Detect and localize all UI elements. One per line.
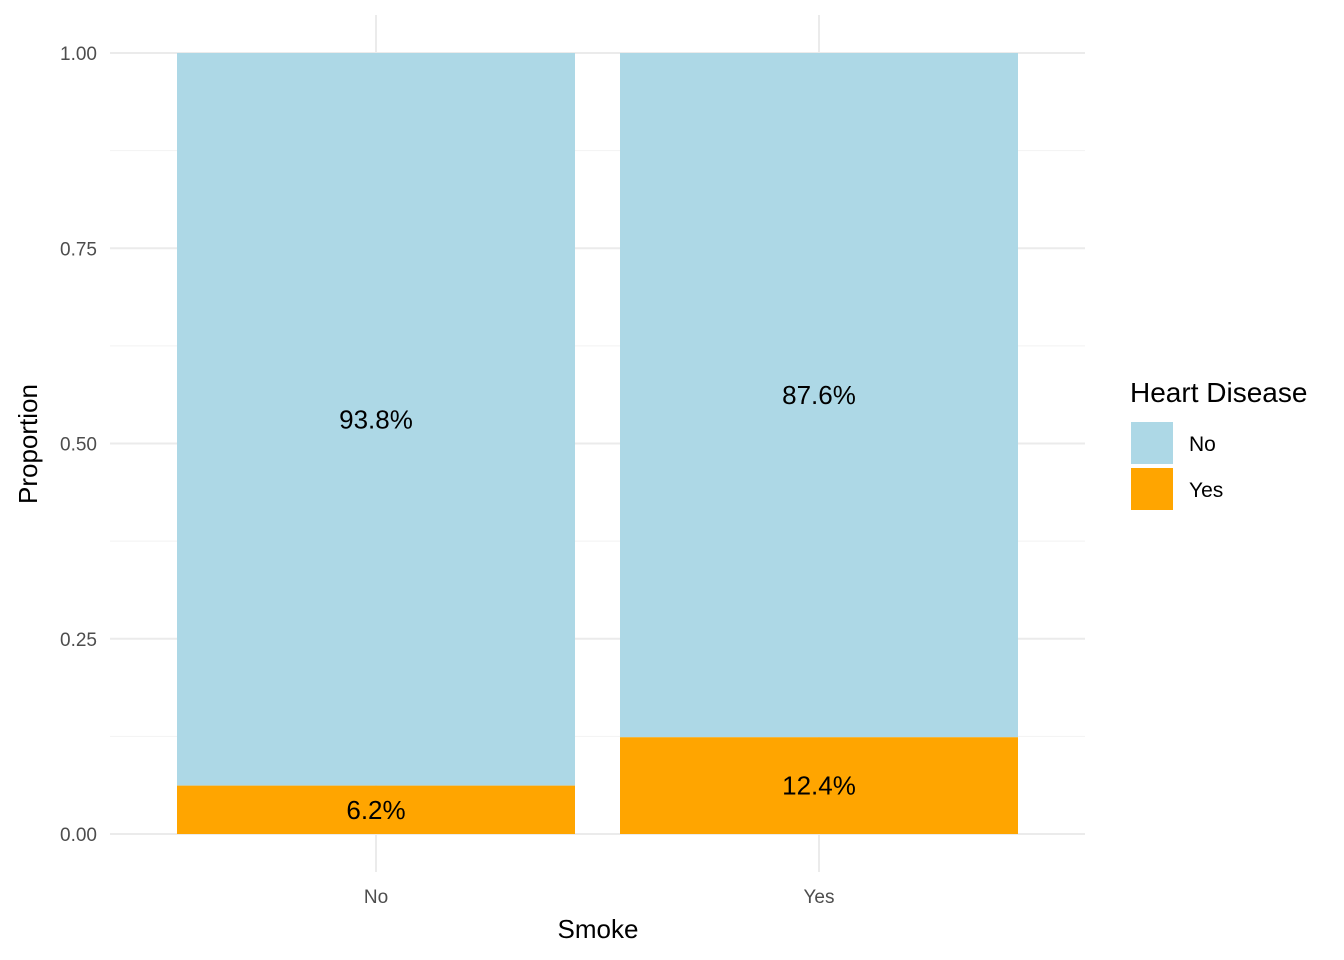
y-tick-label: 0.25 [60,630,97,651]
bar-labels: 6.2% 93.8% 12.4% 87.6% [339,380,856,825]
legend-label: Yes [1189,479,1223,502]
legend-items: No Yes [1131,422,1223,510]
legend-swatch [1131,468,1173,510]
legend-title: Heart Disease [1130,377,1307,408]
y-axis-ticks: 0.00 0.25 0.50 0.75 1.00 [60,44,97,846]
x-axis-ticks: No Yes [364,887,835,908]
y-tick-label: 0.50 [60,435,97,456]
x-tick-label: Yes [804,887,835,908]
x-axis-title: Smoke [558,914,639,944]
data-label: 6.2% [346,795,405,825]
data-label: 12.4% [782,771,856,801]
legend-swatch [1131,422,1173,464]
y-tick-label: 1.00 [60,44,97,65]
y-axis-title: Proportion [13,384,43,504]
bar-segment [177,53,575,786]
y-tick-label: 0.75 [60,239,97,260]
x-tick-label: No [364,887,388,908]
y-tick-label: 0.00 [60,825,97,846]
bar-segment [620,53,1018,738]
bar-segment [620,737,1018,834]
data-label: 93.8% [339,404,413,434]
bars [177,53,1018,834]
data-label: 87.6% [782,380,856,410]
legend: Heart Disease No Yes [1130,377,1307,510]
bar-segment [177,785,575,834]
legend-label: No [1189,433,1216,456]
